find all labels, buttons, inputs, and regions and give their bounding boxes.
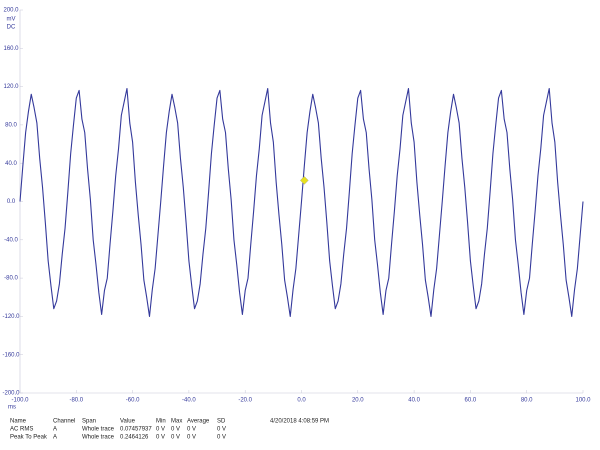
x-tick-label: -40.0 [182,398,196,404]
y-tick-label: 120.0 [3,84,19,90]
table-cell: 0 V [156,427,165,433]
y-tick-label: -40.0 [4,237,18,243]
x-tick-label: -80.0 [69,398,83,404]
x-tick-label: -60.0 [126,398,140,404]
table-cell: 0 V [171,435,180,441]
plot: 200.0 160.0 120.0 80.0 40.0 0.0 -40.0 -80.0 -120… [2,8,591,404]
timestamp: 4/20/2018 4:08:59 PM [270,419,329,425]
y-tick-label: 80.0 [5,122,17,128]
table-cell: 0 V [217,427,226,433]
y-tick-label: 200.0 [3,8,19,14]
x-tick-label: 20.0 [352,398,364,404]
x-tick-label: -20.0 [238,398,252,404]
table-cell: Whole trace [82,435,115,441]
y-tick-label: 0.0 [7,199,16,205]
table-cell: 0 V [187,427,196,433]
table-cell: AC RMS [10,427,33,433]
x-unit: ms [8,405,16,411]
table-cell: 0 V [171,427,180,433]
y-unit: mV [7,17,16,23]
column-header: Value [120,419,136,425]
column-header: Span [82,419,96,425]
table-cell: A [53,427,57,433]
x-tick-label: 40.0 [408,398,420,404]
table-cell: 0 V [156,435,165,441]
table-cell: 0.2464126 [120,435,149,441]
y-tick-label: -160.0 [2,352,20,358]
measurement-table: Name Channel Span Value Min Max Average SD AC RM… [10,419,226,441]
x-tick-label: 60.0 [465,398,477,404]
x-tick-label: 0.0 [297,398,306,404]
column-header: Max [171,419,182,425]
y-coupling: DC [7,25,16,31]
table-cell: Whole trace [82,427,115,433]
table-cell: A [53,435,57,441]
x-tick-label: 100.0 [575,398,591,404]
y-tick-label: 40.0 [5,161,17,167]
y-tick-label: -120.0 [2,314,20,320]
table-cell: 0 V [217,435,226,441]
x-tick-label: 80.0 [521,398,533,404]
y-tick-label: 160.0 [3,46,19,52]
trace [19,87,584,317]
column-header: Channel [53,419,75,425]
y-tick-label: -200.0 [2,391,20,397]
column-header: Average [187,419,210,425]
ruler-marker [300,176,309,185]
x-tick-label: -100.0 [11,398,29,404]
column-header: Name [10,419,27,425]
column-header: SD [217,419,226,425]
table-cell: Peak To Peak [10,435,48,441]
table-cell: 0 V [187,435,196,441]
column-header: Min [156,419,166,425]
table-cell: 0.07457937 [120,427,152,433]
y-tick-label: -80.0 [4,276,18,282]
